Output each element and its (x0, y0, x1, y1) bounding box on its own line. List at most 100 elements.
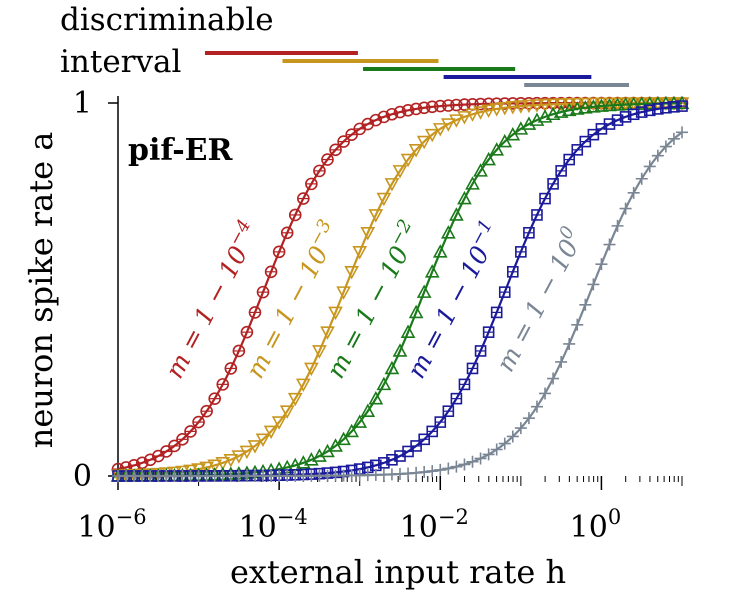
series-1-point-38 (416, 135, 432, 150)
series-2-point-32 (368, 390, 384, 405)
series-4-point-66 (643, 160, 656, 173)
series-2-point-44 (465, 176, 480, 190)
series-2-point-34 (384, 360, 400, 375)
series-1-point-46 (481, 104, 496, 119)
series-4-point-39 (426, 465, 439, 478)
series-1-point-57 (569, 97, 585, 112)
series-1-point-22 (287, 392, 303, 407)
series-4-point-54 (547, 372, 560, 385)
series-2-point-40 (432, 244, 448, 258)
series-4-point-63 (619, 202, 632, 215)
series-2-point-36 (400, 324, 416, 338)
series-1-point-36 (400, 153, 416, 168)
series-4-point-61 (603, 238, 616, 251)
series-2-point-55 (553, 104, 569, 118)
y-axis-label-text: neuron spike rate a (22, 132, 60, 449)
series-1-point-12 (207, 459, 223, 474)
series-1-point-40 (432, 123, 448, 137)
series-4-point-68 (659, 140, 672, 153)
x-axis-label: external input rate h (230, 553, 566, 591)
series-2-point-38 (416, 284, 432, 298)
y-axis-label: neuron spike rate a (22, 132, 60, 449)
x-axis-label-text: external input rate h (230, 553, 566, 591)
series-1-point-13 (215, 457, 231, 471)
series-1-point-11 (199, 461, 214, 476)
series-1-point-39 (424, 128, 440, 143)
series-1-point-19 (263, 425, 279, 440)
y-tick-label-0: 0 (73, 459, 92, 494)
y-ticks: 01 (73, 86, 118, 494)
x-tick-label-1: 10−4 (239, 505, 308, 545)
series-4-point-64 (627, 186, 640, 199)
series-4-point-60 (595, 258, 608, 271)
series-1-point-54 (545, 98, 561, 112)
series-1-point-45 (473, 106, 488, 120)
series-1-point-17 (247, 440, 263, 454)
series-4-point-65 (635, 172, 648, 185)
series-2-point-62 (610, 97, 625, 111)
series-2-point-58 (577, 100, 593, 114)
series-1-point-49 (505, 101, 521, 115)
series-1-point-14 (223, 453, 239, 468)
series-2-point-28 (336, 431, 351, 446)
series-4-point-51 (522, 412, 535, 425)
series-2-point-57 (569, 101, 585, 115)
series-1-point-43 (457, 111, 472, 125)
series-4-point-43 (458, 458, 471, 471)
series-2-point-30 (352, 414, 368, 428)
series-1-point-18 (255, 433, 271, 447)
series-1-point-41 (440, 118, 456, 132)
series-2-point-47 (489, 142, 505, 156)
series-1-point-33 (376, 192, 392, 207)
series-4-point-56 (563, 337, 576, 350)
series-2-point-56 (561, 102, 577, 117)
series-4-point-38 (418, 466, 431, 479)
series-1-point-50 (513, 100, 529, 114)
series-4-point-44 (466, 455, 479, 468)
series-1-point-44 (465, 108, 480, 122)
series-1-point-25 (312, 345, 327, 359)
series-1-point-16 (239, 445, 255, 460)
series-4-point-50 (514, 422, 527, 435)
series-2-point-43 (457, 190, 472, 205)
legend-title-line1: discriminable (60, 2, 274, 38)
series-1-point-34 (384, 178, 400, 192)
series-1-point-29 (344, 265, 360, 280)
series-2-point-60 (594, 98, 609, 112)
series-2-point-39 (424, 264, 440, 278)
series-2-point-31 (360, 403, 376, 418)
series-1-point-53 (537, 98, 553, 113)
x-tick-label-0: 10−6 (77, 505, 146, 545)
y-tick-label-1: 1 (73, 86, 92, 121)
series-1-point-15 (231, 450, 247, 464)
series-4-point-42 (450, 460, 463, 473)
series-1-point-42 (449, 114, 464, 128)
series-1-point-23 (295, 378, 311, 393)
series-4-point-69 (667, 132, 680, 145)
series-4-point-62 (611, 219, 624, 232)
series-4-point-70 (676, 126, 688, 139)
series-2-point-65 (634, 96, 650, 110)
series-1-point-59 (586, 97, 601, 112)
series-4-point-45 (474, 452, 487, 465)
series-2-point-59 (586, 99, 601, 113)
series-4-point-67 (651, 149, 664, 162)
series-2-point-46 (481, 151, 496, 166)
series-1-point-32 (368, 209, 384, 223)
series-1-point-58 (577, 97, 593, 112)
series-label-3: m = 1 − 10−1 (398, 216, 508, 383)
x-tick-label-3: 100 (570, 505, 622, 545)
series-2-point-37 (408, 304, 424, 319)
series-2-point-45 (473, 163, 488, 177)
series-1-point-47 (489, 103, 505, 117)
series-2-point-41 (440, 225, 456, 239)
series-2-point-48 (497, 133, 513, 148)
series-1-point-35 (392, 165, 408, 179)
discriminable-interval-bars (204, 51, 630, 87)
series-4-point-58 (579, 298, 592, 311)
series-4-point-52 (530, 400, 543, 413)
series-2-point-42 (449, 207, 464, 221)
series-4-point-47 (490, 443, 503, 456)
series-4-point-41 (442, 462, 455, 475)
series-1-point-26 (320, 326, 335, 340)
